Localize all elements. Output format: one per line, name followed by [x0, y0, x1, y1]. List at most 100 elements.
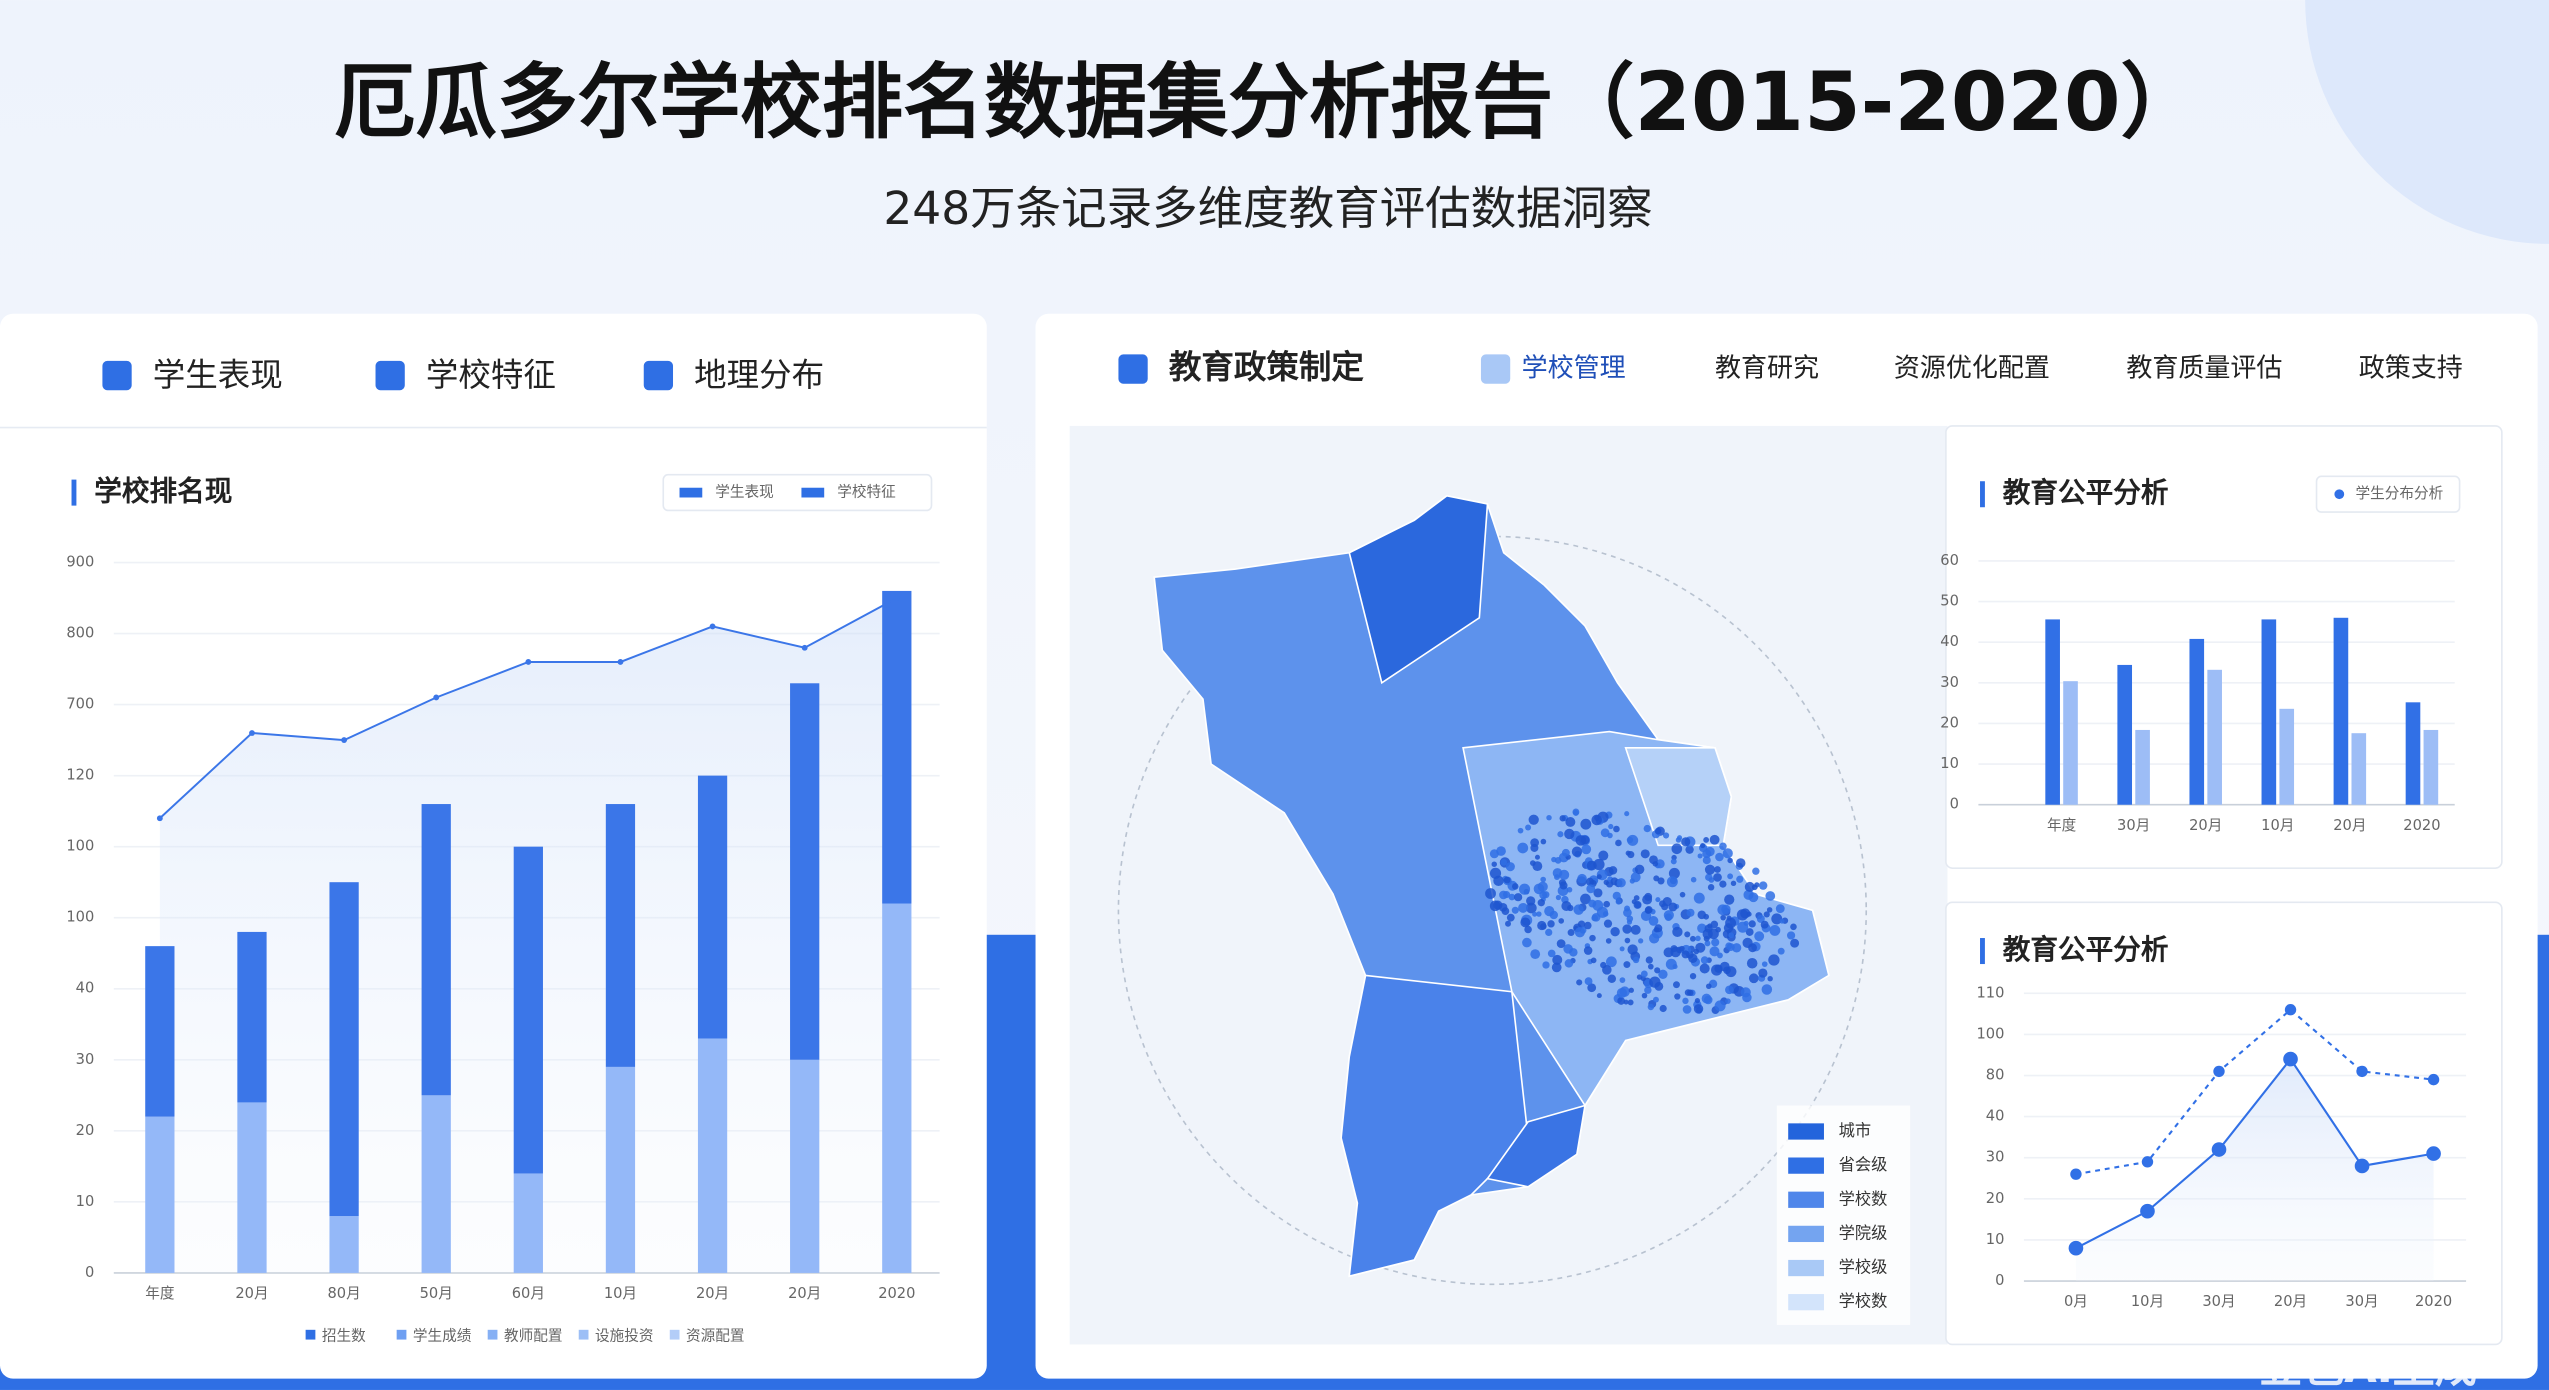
y-tick-label: 10 — [76, 1193, 95, 1210]
map-dot — [1573, 904, 1584, 915]
y-tick-label: 0 — [1995, 1272, 2004, 1289]
tab[interactable]: 教育研究 — [1715, 354, 1819, 384]
x-tick-label: 2020 — [2403, 817, 2440, 834]
bar — [2045, 619, 2060, 805]
map-dot — [1547, 920, 1555, 928]
map-dot — [1790, 923, 1797, 931]
map-dot — [1571, 846, 1583, 857]
map-dot — [1709, 946, 1720, 957]
map-dot — [1654, 967, 1661, 974]
map-dot — [1742, 992, 1752, 1003]
bar — [2189, 638, 2205, 805]
map-dot — [1662, 832, 1670, 839]
map-dot — [1627, 834, 1639, 846]
legend-label: 学生成绩 — [413, 1327, 472, 1344]
legend-swatch — [578, 1329, 589, 1340]
tab[interactable]: 教育质量评估 — [2126, 354, 2282, 384]
map-dot — [1699, 963, 1710, 974]
tab[interactable]: 学校特征 — [426, 356, 556, 394]
map-dot — [1748, 892, 1759, 903]
map-dot — [1627, 999, 1634, 1006]
map-dot — [1534, 854, 1540, 860]
map-dot — [1720, 914, 1726, 921]
map-dot — [1633, 895, 1640, 901]
map-dot — [1612, 891, 1621, 901]
map-dot — [1690, 876, 1697, 883]
tab[interactable]: 资源优化配置 — [1894, 354, 2050, 384]
legend-swatch — [2334, 489, 2345, 500]
map-dot — [1559, 815, 1566, 822]
map-dot — [1722, 848, 1733, 859]
watermark: 豆包AI生成 — [2260, 1343, 2477, 1390]
map-dot — [1652, 861, 1659, 867]
tab[interactable]: 学生表现 — [153, 356, 283, 394]
map-dot — [1576, 979, 1583, 986]
map-dot — [1608, 823, 1614, 830]
x-tick-label: 50月 — [420, 1285, 453, 1302]
map-dot — [1503, 891, 1511, 899]
map-dot — [1615, 898, 1622, 905]
map-dot — [1514, 893, 1523, 902]
map-dot — [1540, 876, 1547, 883]
map-dot — [1605, 956, 1617, 968]
map-dot — [1532, 861, 1543, 872]
map-dot — [1628, 987, 1634, 993]
map-dot — [1645, 906, 1653, 914]
legend-label: 学校数 — [1839, 1189, 1888, 1208]
map-dot — [1648, 916, 1659, 926]
map-region — [1486, 1104, 1587, 1188]
map-dot — [1617, 997, 1626, 1005]
tab[interactable]: 地理分布 — [694, 356, 824, 394]
map-dot — [1645, 956, 1653, 964]
map-ring — [1117, 535, 1868, 1286]
map-dot — [1545, 928, 1553, 937]
x-tick-label: 20月 — [2333, 817, 2366, 834]
y-tick-label: 700 — [66, 696, 94, 713]
y-tick-label: 40 — [76, 980, 95, 997]
y-tick-label: 30 — [76, 1051, 95, 1068]
map-dot — [1603, 879, 1610, 886]
map-dot — [1714, 866, 1721, 873]
map-dot — [1546, 814, 1552, 821]
bar — [882, 903, 912, 1273]
map-dot — [1590, 957, 1597, 964]
tab-icon — [643, 360, 674, 391]
tab[interactable]: 教育政策制定 — [1169, 348, 1365, 386]
tab[interactable]: 学校管理 — [1522, 354, 1626, 384]
map-dot — [1577, 873, 1587, 884]
map-dot — [1506, 913, 1515, 922]
map-dot — [1730, 880, 1737, 887]
map-dot — [1557, 831, 1564, 838]
map-dot — [1700, 842, 1706, 849]
map-dot — [1704, 924, 1713, 933]
map-dot — [1654, 827, 1662, 835]
legend-label: 学生分布分析 — [2356, 485, 2444, 502]
legend-label: 学校数 — [1839, 1292, 1888, 1311]
map-dot — [1485, 888, 1496, 899]
map-dot — [1596, 874, 1602, 880]
map-dot — [1592, 899, 1604, 911]
line-point — [2068, 1240, 2084, 1256]
map-dot — [1748, 943, 1757, 953]
map-dot — [1709, 834, 1720, 845]
tab[interactable]: 政策支持 — [2359, 354, 2463, 384]
map-dot — [1688, 953, 1698, 963]
map-dot — [1644, 986, 1652, 994]
bar — [2135, 729, 2150, 805]
y-tick-label: 50 — [1940, 593, 1959, 610]
map-dot — [1540, 923, 1547, 930]
y-tick-label: 0 — [85, 1264, 94, 1281]
map-dot — [1615, 839, 1622, 847]
legend-swatch — [396, 1329, 407, 1340]
map-dot — [1695, 935, 1701, 942]
bar — [605, 1066, 636, 1273]
map-dot — [1559, 881, 1568, 890]
map-dot — [1703, 837, 1710, 843]
map-dot — [1744, 881, 1755, 892]
map-dot — [1670, 858, 1677, 865]
map-dot — [1496, 846, 1506, 856]
legend-swatch — [1788, 1191, 1824, 1208]
map-dot — [1682, 1005, 1692, 1014]
line-point — [433, 694, 440, 701]
map-dot — [1704, 940, 1711, 947]
